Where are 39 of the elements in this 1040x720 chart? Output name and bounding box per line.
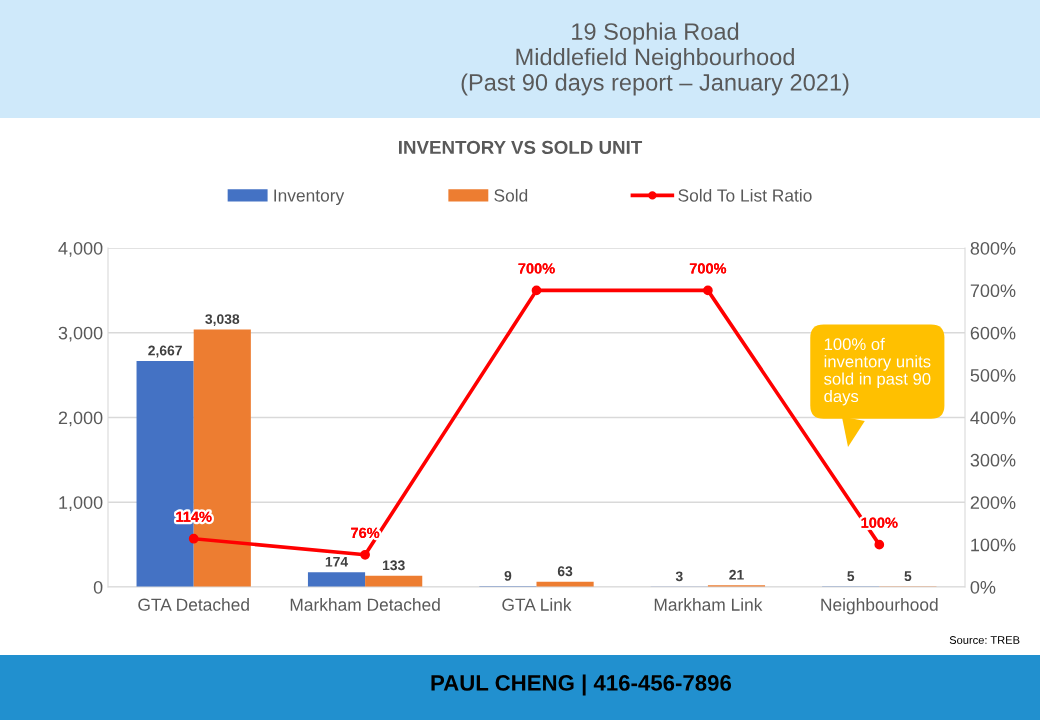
data-label: 700% [689, 263, 727, 274]
data-label: 5 [904, 571, 912, 582]
y-tick-label: 3,000 [58, 326, 103, 342]
annotation: 100% of inventory units sold in past 90 days [824, 337, 931, 406]
x-tick-label: GTA Detached [138, 598, 249, 611]
x-tick-label: Markham Detached [290, 598, 440, 611]
y2-tick-label: 800% [970, 241, 1016, 255]
y2-tick-label: 100% [971, 538, 1016, 552]
legend-label: Inventory [274, 189, 345, 206]
chart-title: 19 Sophia Road Middlefield Neighbourhood (Past 90 days report – January 2021) [461, 22, 849, 96]
data-label: 3,038 [205, 314, 240, 327]
x-tick-label: Neighbourhood [821, 598, 938, 615]
text: PAUL CHENG | 416-456-7896 [431, 674, 732, 696]
y2-tick-label: 200% [970, 496, 1016, 509]
legend-label: Sold [494, 188, 528, 202]
y2-tick-label: 700% [970, 284, 1016, 298]
data-label: 174 [325, 557, 349, 567]
y2-tick-label: 400% [970, 411, 1016, 425]
y2-tick-label: 500% [970, 369, 1016, 382]
y2-tick-label: 0% [970, 580, 996, 594]
source-note: Source: TREB [949, 636, 1020, 644]
y2-tick-label: 300% [970, 453, 1016, 467]
data-label: 21 [729, 569, 744, 580]
y-tick-label: 1,000 [59, 496, 103, 512]
data-label: 9 [504, 570, 512, 581]
data-label: 133 [382, 560, 405, 571]
data-label: 3 [675, 571, 683, 582]
data-label: 700% [518, 263, 555, 274]
y-tick-label: 0 [93, 580, 103, 594]
x-tick-label: Markham Link [654, 598, 763, 611]
x-tick-label: GTA Link [502, 598, 572, 611]
y-tick-label: 4,000 [58, 241, 103, 257]
data-label: 5 [847, 571, 855, 582]
y-tick-label: 2,000 [58, 411, 103, 427]
y2-tick-label: 600% [970, 326, 1016, 340]
chart-subtitle: INVENTORY VS SOLD UNIT [399, 140, 643, 155]
data-label: 63 [557, 566, 573, 577]
data-label: 2,667 [148, 345, 182, 358]
legend-label: Sold To List Ratio [678, 188, 812, 202]
